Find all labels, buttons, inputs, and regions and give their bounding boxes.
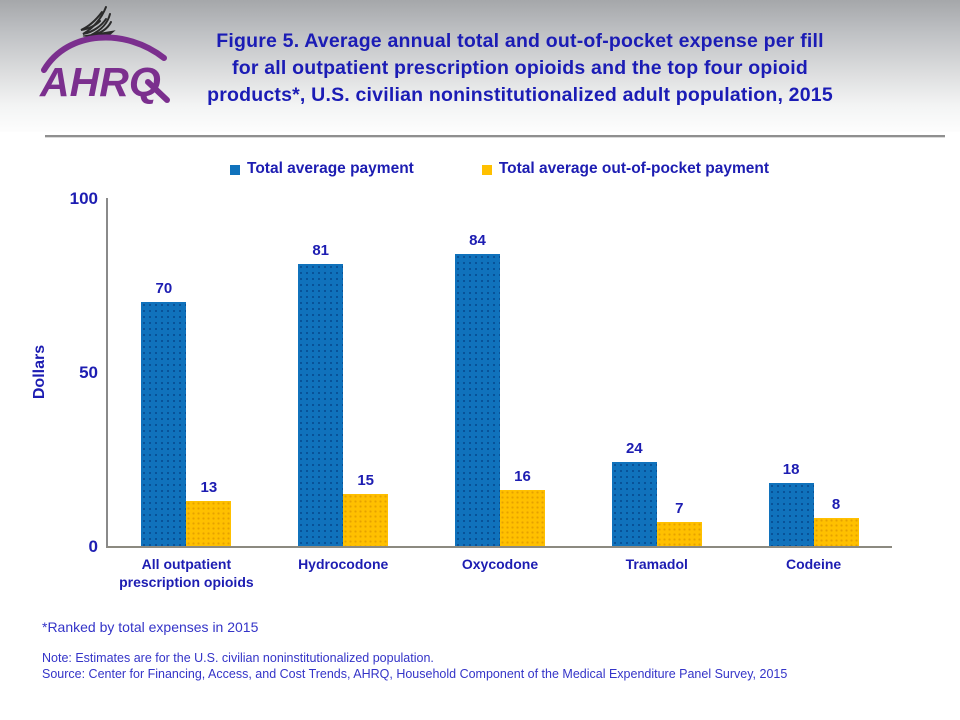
bar-value-label: 13 (200, 479, 218, 496)
bar-total-payment (611, 462, 657, 546)
logo-q-tail (145, 79, 170, 103)
bar-value-label: 8 (831, 496, 841, 513)
header-divider (45, 135, 945, 138)
bar-wrap: 8 (813, 198, 859, 546)
bar-value-label: 81 (312, 242, 330, 259)
legend-swatch-out-of-pocket (481, 164, 492, 175)
bar-wrap: 81 (298, 198, 344, 546)
bar-value-label: 15 (357, 472, 375, 489)
ahrq-logo-graphic: AHRQ (39, 6, 170, 105)
bar-total-payment (454, 254, 500, 546)
bar-out-of-pocket-payment (656, 522, 702, 546)
legend-item-total: Total average payment (230, 160, 414, 178)
figure-title-line-1: Figure 5. Average annual total and out-o… (216, 30, 824, 52)
category-label: All outpatient prescription opioids (119, 556, 254, 591)
legend-label-total: Total average payment (247, 160, 414, 177)
y-tick-50: 50 (79, 363, 98, 382)
bar-value-label: 84 (469, 232, 486, 249)
bar-wrap: 13 (186, 198, 232, 546)
bar-group: 81 15 Hydrocodone (265, 198, 422, 572)
bar-total-payment (768, 483, 814, 546)
figure-title-line-3: products*, U.S. civilian noninstitutiona… (207, 84, 833, 106)
bar-total-payment (141, 302, 187, 546)
bar-out-of-pocket-payment (813, 518, 859, 546)
legend-label-out-of-pocket: Total average out-of-pocket payment (498, 160, 769, 177)
hhs-eagle-icon (80, 6, 116, 39)
footnote-ranked: *Ranked by total expenses in 2015 (42, 619, 259, 635)
bar-value-label: 18 (782, 461, 800, 478)
y-tick-100: 100 (69, 189, 98, 208)
bar-group: 84 16 Oxycodone (422, 198, 579, 572)
bar-value-label: 24 (625, 440, 643, 457)
bar-wrap: 18 (768, 198, 814, 546)
bar-wrap: 15 (343, 198, 389, 546)
bar-total-payment (298, 264, 344, 546)
bar-out-of-pocket-payment (499, 490, 545, 546)
bar-out-of-pocket-payment (343, 494, 389, 546)
logo-arc (41, 34, 167, 73)
bar-wrap: 84 (454, 198, 500, 546)
figure-title-line-2: for all outpatient prescription opioids … (232, 57, 808, 79)
bar-wrap: 24 (611, 198, 657, 546)
bar-wrap: 16 (499, 198, 545, 546)
bar-group: 70 13 All outpatient prescription opioids (108, 198, 265, 590)
figure-title: Figure 5. Average annual total and out-o… (120, 28, 920, 109)
footnote-note: Note: Estimates are for the U.S. civilia… (42, 651, 434, 665)
bar-value-label: 16 (514, 468, 531, 485)
y-tick-0: 0 (88, 537, 98, 556)
category-label: Hydrocodone (298, 556, 389, 572)
category-label: Tramadol (625, 556, 688, 572)
legend-swatch-total (230, 164, 240, 175)
bar-value-label: 70 (155, 280, 173, 297)
category-label: Oxycodone (461, 556, 539, 572)
chart-legend: Total average payment Total average out-… (230, 160, 769, 178)
slide-header: AHRQ Figure 5. Average annual total and … (0, 0, 960, 132)
bar-value-label: 7 (675, 500, 684, 517)
plot-area: 70 13 All outpatient prescription opioids 8… (106, 198, 892, 590)
legend-item-out-of-pocket: Total average out-of-pocket payment (481, 160, 769, 178)
bar-wrap: 7 (656, 198, 702, 546)
bar-out-of-pocket-payment (186, 501, 232, 546)
footnote-source: Source: Center for Financing, Access, an… (42, 667, 788, 681)
ahrq-logo: AHRQ (38, 4, 178, 114)
logo-text: AHRQ (39, 59, 161, 105)
bar-group: 24 7 Tramadol (578, 198, 735, 572)
bar-wrap: 70 (141, 198, 187, 546)
bar-group: 18 8 Codeine (735, 198, 892, 572)
category-label: Codeine (785, 556, 842, 572)
